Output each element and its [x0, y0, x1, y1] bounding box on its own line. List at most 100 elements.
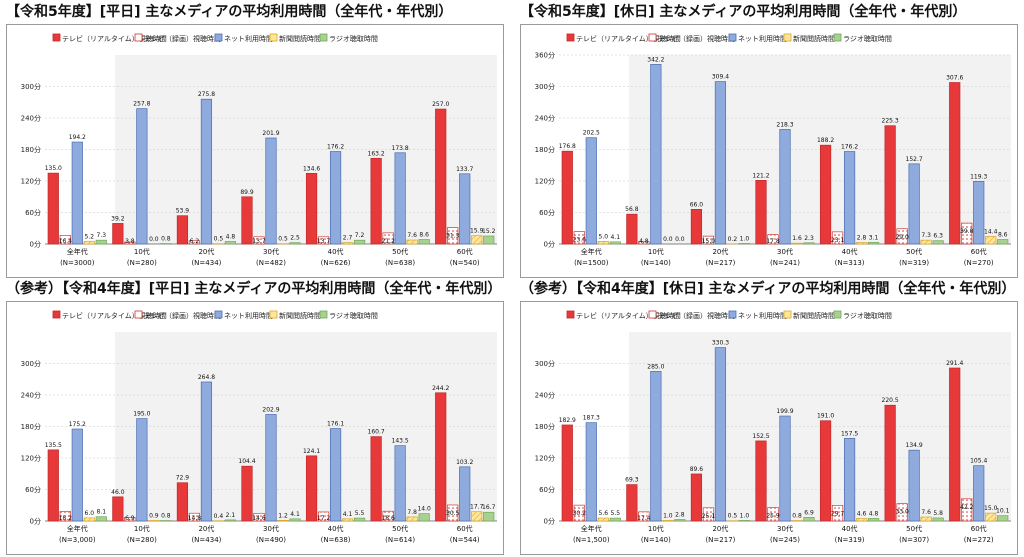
- data-label: 291.4: [946, 360, 963, 367]
- data-label: 133.7: [456, 166, 473, 173]
- bar-tv-live: [370, 157, 382, 245]
- bar-tv-live: [305, 455, 318, 522]
- data-label: 29.7: [831, 510, 845, 517]
- data-label: 5.8: [933, 510, 943, 517]
- bar-net: [973, 181, 985, 245]
- legend-swatch: [214, 33, 223, 42]
- bar-newspaper: [471, 235, 483, 245]
- bar-pattern: [768, 235, 778, 244]
- data-label: 4.1: [611, 234, 621, 241]
- legend-item-tv-live: テレビ（リアルタイム）視聴時間: [566, 33, 681, 43]
- x-tick-label: 40代: [328, 247, 344, 256]
- y-tick-label: 180分: [535, 145, 555, 154]
- sample-size-label: (N=140): [641, 536, 671, 544]
- legend-swatch: [214, 310, 223, 319]
- y-tick-label: 60分: [539, 208, 555, 217]
- data-label: 7.3: [97, 232, 107, 239]
- chart-title: （参考）【令和4年度】[平日] 主なメディアの平均利用時間（全年代・年代別）: [6, 281, 502, 297]
- legend-item-net: ネット利用時間: [214, 33, 273, 43]
- data-label: 201.9: [262, 130, 279, 137]
- bar-radio: [289, 518, 301, 522]
- bar-tv-live: [435, 392, 447, 522]
- bar-group: 53.9 6.2 275.8 0.5 4.8: [176, 91, 237, 245]
- bar-net: [265, 414, 277, 522]
- bar-group: 121.2 17.8 218.3 1.6 2.3: [752, 121, 815, 245]
- chart-title: （参考）【令和4年度】[休日] 主なメディアの平均利用時間（全年代・年代別）: [520, 281, 1016, 297]
- bar-group: 160.7 18.6 143.5 7.8 14.0: [368, 429, 431, 522]
- y-tick-label: 300分: [21, 82, 41, 91]
- bar-group: 220.5 33.0 134.9 7.6 5.8: [882, 397, 944, 522]
- legend-label: ネット利用時間: [738, 34, 787, 43]
- bar-newspaper: [341, 242, 354, 245]
- legend-swatch: [319, 310, 328, 319]
- bar-newspaper: [471, 511, 483, 522]
- bar-group: 124.1 17.2 176.1 4.1 5.5: [303, 421, 366, 522]
- data-label: 4.6: [857, 511, 867, 518]
- bar-group: 152.5 25.9 199.9 0.8 6.9: [752, 408, 815, 522]
- data-label: 0.5: [728, 513, 738, 520]
- data-label: 39.2: [111, 215, 125, 222]
- legend-swatch: [134, 33, 143, 42]
- bar-tv-live: [690, 473, 703, 522]
- bar-newspaper: [985, 512, 997, 522]
- data-label: 218.3: [776, 121, 793, 128]
- bar-tv-live: [561, 424, 573, 522]
- legend-swatch: [648, 310, 657, 319]
- bar-radio: [289, 242, 301, 245]
- x-tick-label: 10代: [134, 247, 150, 256]
- data-label: 33.0: [895, 509, 909, 516]
- data-label: 163.2: [368, 150, 385, 157]
- data-label: 1.0: [663, 512, 673, 519]
- data-label: 56.8: [625, 206, 639, 213]
- x-tick-label: 20代: [198, 524, 214, 533]
- data-label: 42.2: [960, 504, 974, 511]
- bar-group: 291.4 42.2 105.4 15.010.1: [946, 360, 1010, 522]
- data-label: 175.2: [69, 421, 86, 428]
- legend: テレビ（リアルタイム）視聴時間テレビ（録画）視聴時間 ネット利用時間 新聞閲読時間ラ…: [566, 310, 892, 320]
- y-tick-label: 240分: [21, 114, 41, 123]
- bar-pattern: [318, 512, 329, 521]
- data-label: 15.9: [470, 228, 484, 235]
- bar-newspaper: [597, 517, 609, 522]
- data-label: 275.8: [198, 91, 215, 98]
- bar-pattern: [768, 507, 778, 521]
- data-label: 6.9: [125, 515, 135, 522]
- bar-tv-live: [949, 367, 961, 522]
- bar-pattern: [318, 237, 329, 244]
- bar-radio: [997, 239, 1009, 245]
- legend-swatch: [566, 310, 575, 319]
- chart-panel-r5-weekday: 【令和5年度】[平日] 主なメディアの平均利用時間（全年代・年代別） テレビ（リ…: [6, 2, 506, 280]
- data-label: 7.6: [921, 509, 931, 516]
- sample-size-label: (N=490): [256, 536, 286, 544]
- bar-newspaper: [662, 520, 674, 522]
- data-label: 194.2: [69, 134, 86, 141]
- data-label: 135.0: [45, 165, 62, 172]
- x-tick-label: 30代: [263, 524, 279, 533]
- data-label: 31.3: [446, 233, 460, 240]
- bar-group: 163.2 21.2 173.8 7.6 8.6: [368, 145, 430, 245]
- data-label: 8.6: [419, 231, 429, 238]
- legend-item-newspaper: 新聞閲読時間: [783, 310, 835, 320]
- data-label: 46.0: [111, 489, 125, 496]
- bar-newspaper: [855, 518, 868, 522]
- data-label: 188.2: [817, 137, 834, 144]
- bar-group: 56.8 4.8 342.2 0.0 0.0: [625, 56, 685, 245]
- data-label: 10.1: [996, 508, 1010, 515]
- data-label: 285.0: [647, 363, 664, 370]
- bar-net: [265, 137, 277, 245]
- bar-group: 191.0 29.7 157.5 4.6 4.8: [817, 413, 880, 522]
- bar-tv-live: [755, 440, 767, 522]
- data-label: 5.0: [599, 233, 609, 240]
- data-label: 7.2: [355, 232, 365, 239]
- x-tick-label: 50代: [906, 524, 922, 533]
- bar-pattern: [703, 508, 714, 521]
- y-tick-label: 180分: [21, 145, 41, 154]
- sample-size-label: (N=544): [450, 536, 480, 544]
- legend-item-newspaper: 新聞閲読時間: [269, 310, 321, 320]
- bar-group: 66.0 15.0 309.4 0.2 1.0: [690, 74, 751, 245]
- data-label: 225.3: [882, 118, 899, 125]
- bar-net: [459, 173, 471, 245]
- legend-swatch: [783, 33, 792, 42]
- x-tick-label: 40代: [842, 247, 858, 256]
- legend-item-newspaper: 新聞閲読時間: [783, 33, 835, 43]
